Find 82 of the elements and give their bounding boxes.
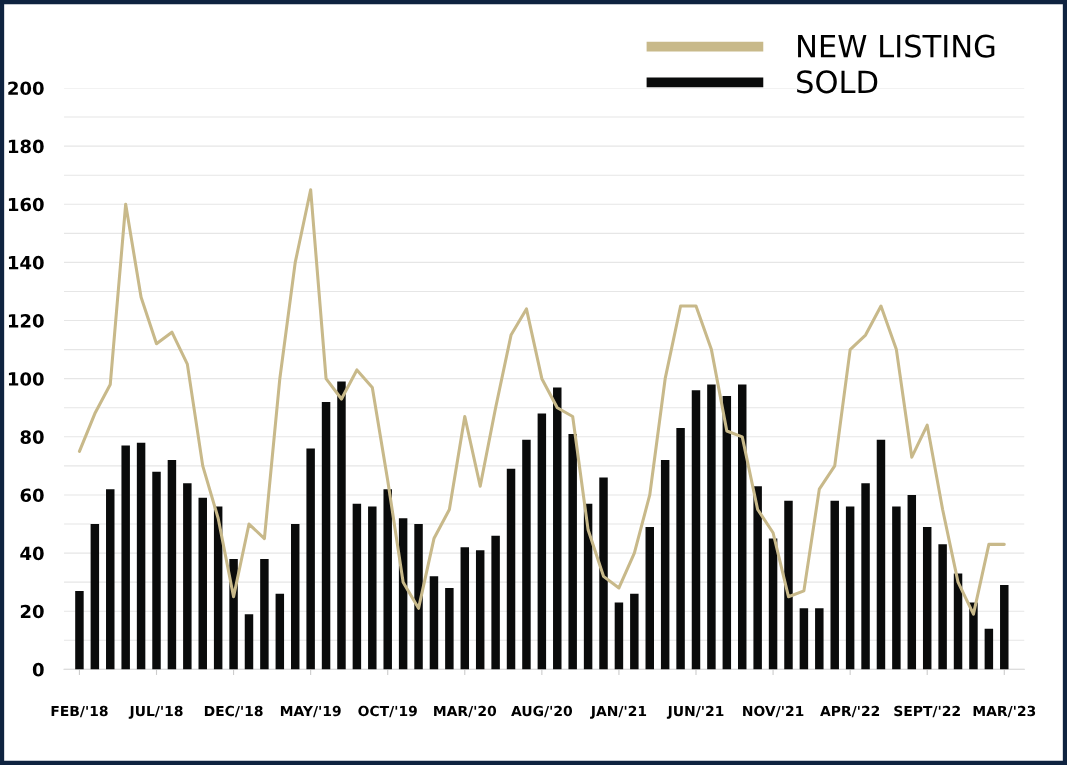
x-tick-label: MAR/'20	[434, 705, 497, 718]
bar	[938, 544, 947, 670]
x-tick-label: APR/'22	[820, 705, 880, 718]
bar	[907, 494, 917, 670]
y-tick-label: 120	[8, 313, 44, 328]
bar	[106, 489, 115, 670]
bar	[183, 483, 192, 670]
y-tick-label: 60	[20, 488, 44, 503]
bar	[676, 428, 685, 670]
bar	[738, 384, 747, 670]
bar	[522, 439, 531, 670]
bar	[90, 524, 100, 670]
bar	[290, 524, 300, 670]
bar	[722, 396, 732, 670]
x-tick-label: AUG/'20	[511, 705, 573, 718]
bar	[383, 489, 392, 670]
x-tick-label: JUL/'18	[128, 705, 183, 719]
y-tick-label: 0	[32, 662, 44, 677]
y-tick-label: 140	[8, 255, 44, 270]
bar	[337, 381, 346, 670]
bar	[1000, 585, 1009, 670]
bar	[537, 413, 547, 670]
bar	[830, 500, 839, 670]
bar	[753, 486, 762, 670]
bar	[614, 602, 624, 670]
x-tick-label: MAR/'23	[973, 705, 1036, 718]
y-tick-label: 20	[20, 604, 44, 619]
bar	[198, 497, 207, 670]
bar	[121, 445, 130, 670]
bar	[799, 608, 809, 670]
bar	[260, 558, 269, 670]
y-tick-label: 40	[20, 546, 44, 561]
x-tick-label: SEPT/'22	[894, 705, 960, 718]
bar	[553, 387, 562, 670]
bar	[845, 506, 855, 670]
bar	[306, 448, 315, 670]
bar	[368, 506, 377, 670]
bar	[445, 587, 454, 670]
bar	[645, 526, 654, 670]
bar	[707, 384, 716, 670]
bar	[815, 608, 824, 670]
bar	[491, 535, 500, 670]
bar	[922, 526, 932, 670]
bar	[784, 500, 793, 670]
line-series	[77, 188, 1006, 616]
bar	[599, 477, 608, 670]
legend-label: NEW LISTING	[798, 34, 995, 58]
bar	[660, 460, 670, 670]
bar	[892, 506, 901, 670]
x-tick-label: JUN/'21	[666, 705, 724, 719]
bar	[630, 593, 639, 670]
bar	[275, 593, 285, 670]
bar	[244, 614, 254, 670]
y-tick-label: 180	[8, 139, 44, 154]
x-tick-label: DEC/'18	[204, 705, 263, 718]
bar	[152, 471, 161, 670]
bar	[568, 433, 577, 670]
y-tick-label: 100	[8, 372, 44, 386]
bar	[429, 576, 439, 670]
bar	[414, 524, 423, 670]
bar	[984, 628, 994, 670]
bar	[506, 468, 516, 670]
y-tick-label: 80	[20, 430, 44, 444]
bar	[861, 483, 870, 670]
bar	[768, 538, 778, 670]
bar	[321, 401, 331, 670]
x-tick-label: OCT/'19	[358, 705, 417, 718]
bar	[475, 550, 485, 670]
bar	[460, 547, 470, 670]
bar	[167, 460, 177, 670]
x-tick-label: NOV/'21	[743, 705, 804, 718]
bar	[352, 503, 362, 670]
x-tick-label: FEB/'18	[51, 705, 108, 718]
bar	[75, 590, 84, 670]
bar	[691, 390, 701, 670]
y-tick-label: 160	[8, 197, 44, 212]
y-tick-label: 200	[8, 81, 44, 96]
bar	[876, 439, 886, 670]
legend-label: SOLD	[797, 70, 878, 94]
x-tick-label: JAN/'21	[590, 705, 647, 719]
bar	[136, 442, 146, 670]
x-tick-label: MAY/'19	[280, 705, 341, 718]
